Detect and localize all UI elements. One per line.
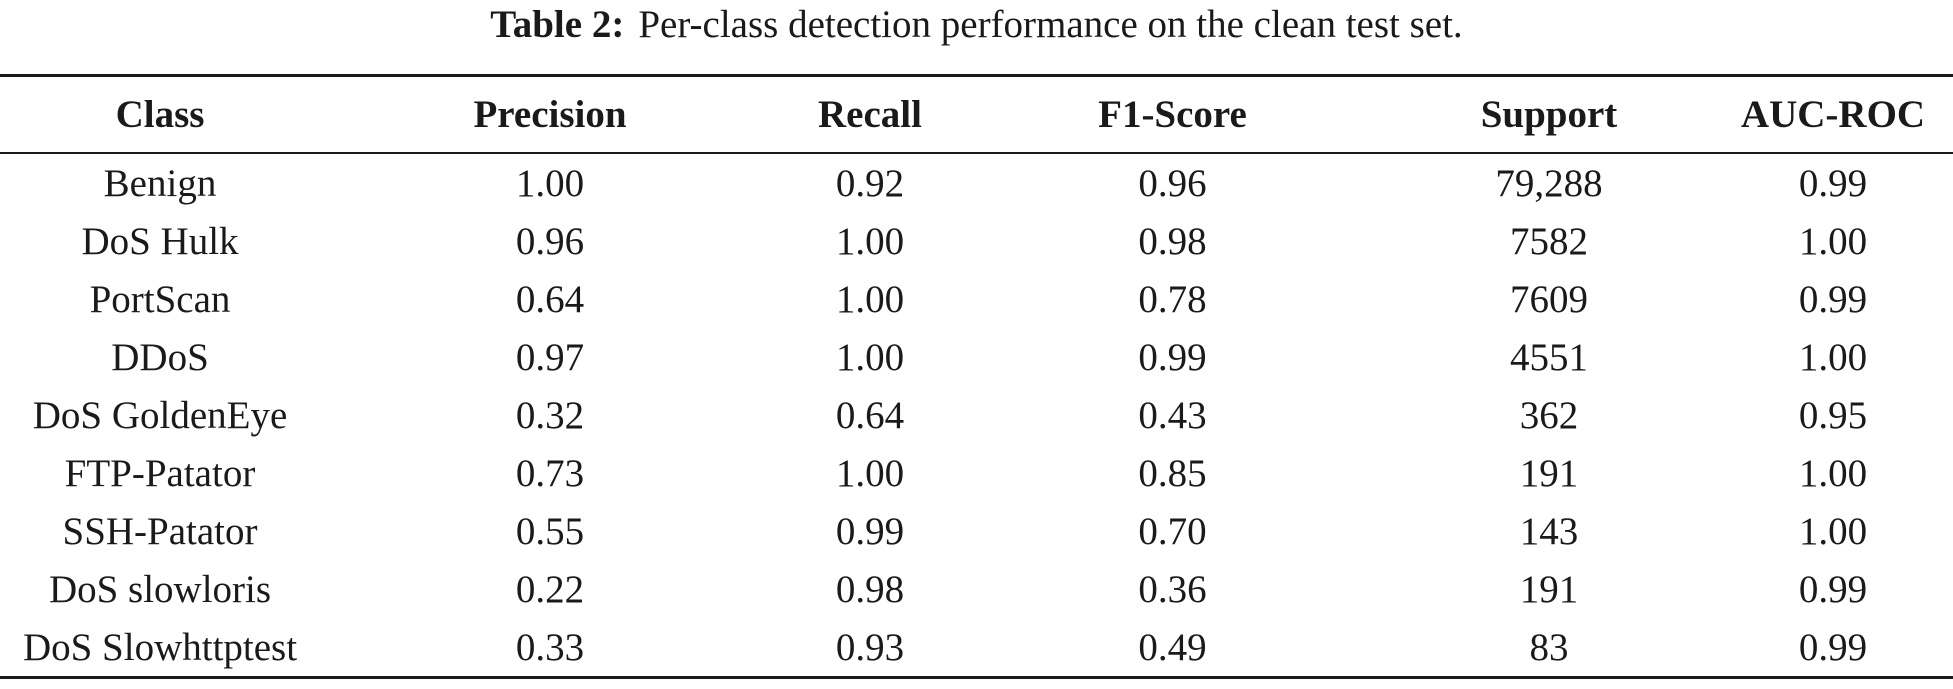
auc-roc-cell: 0.99 xyxy=(1798,625,1868,669)
precision-cell: 0.97 xyxy=(515,335,585,379)
recall-cell: 1.00 xyxy=(835,335,905,379)
support-cell: 4551 xyxy=(1510,335,1588,379)
table-body: Benign 1.00 0.92 0.96 79,288 0.99 DoS Hulk 0.96… xyxy=(0,153,1953,678)
f1-score-cell: 0.49 xyxy=(1138,625,1207,669)
f1-score-cell: 0.70 xyxy=(1138,509,1207,553)
recall-cell: 1.00 xyxy=(835,219,905,263)
recall-cell: 1.00 xyxy=(835,451,905,495)
auc-roc-cell: 1.00 xyxy=(1798,335,1868,379)
recall-cell: 0.98 xyxy=(835,567,905,611)
support-cell: 362 xyxy=(1519,393,1579,437)
table-row: DoS Hulk 0.96 1.00 0.98 7582 1.00 xyxy=(0,212,1953,270)
f1-score-cell: 0.99 xyxy=(1138,335,1207,379)
recall-cell: 1.00 xyxy=(835,277,905,321)
auc-roc-cell: 1.00 xyxy=(1798,219,1868,263)
header-f1-score: F1-Score xyxy=(1098,93,1247,136)
support-cell: 191 xyxy=(1519,451,1579,495)
table-caption: Table 2: Per-class detection performance… xyxy=(0,0,1953,48)
precision-cell: 0.96 xyxy=(515,219,585,263)
header-auc-roc: AUC-ROC xyxy=(1740,93,1926,136)
header-row: Class Precision Recall F1-Score Support … xyxy=(0,75,1953,153)
precision-cell: 0.73 xyxy=(515,451,585,495)
support-cell: 143 xyxy=(1519,509,1579,553)
support-cell: 7582 xyxy=(1510,219,1588,263)
support-cell: 191 xyxy=(1519,567,1579,611)
support-cell: 79,288 xyxy=(1495,161,1603,205)
auc-roc-cell: 1.00 xyxy=(1798,451,1868,495)
f1-score-cell: 0.78 xyxy=(1138,277,1207,321)
table-row: DoS slowloris 0.22 0.98 0.36 191 0.99 xyxy=(0,560,1953,618)
table-row: PortScan 0.64 1.00 0.78 7609 0.99 xyxy=(0,270,1953,328)
recall-cell: 0.92 xyxy=(835,161,905,205)
f1-score-cell: 0.43 xyxy=(1138,393,1207,437)
support-cell: 7609 xyxy=(1510,277,1588,321)
caption-text: Per-class detection performance on the c… xyxy=(638,2,1463,46)
header-support: Support xyxy=(1480,93,1618,136)
precision-cell: 0.55 xyxy=(515,509,585,553)
precision-cell: 0.32 xyxy=(515,393,585,437)
class-cell: DoS Hulk xyxy=(81,219,239,263)
header-class: Class xyxy=(115,93,205,136)
precision-cell: 1.00 xyxy=(515,161,585,205)
precision-cell: 0.33 xyxy=(515,625,585,669)
f1-score-cell: 0.96 xyxy=(1138,161,1207,205)
f1-score-cell: 0.36 xyxy=(1138,567,1207,611)
class-cell: FTP-Patator xyxy=(64,451,256,495)
per-class-performance-table: Class Precision Recall F1-Score Support … xyxy=(0,74,1953,679)
auc-roc-cell: 0.99 xyxy=(1798,567,1868,611)
auc-roc-cell: 0.99 xyxy=(1798,161,1868,205)
recall-cell: 0.93 xyxy=(835,625,905,669)
table-row: SSH-Patator 0.55 0.99 0.70 143 1.00 xyxy=(0,502,1953,560)
table-row: DDoS 0.97 1.00 0.99 4551 1.00 xyxy=(0,328,1953,386)
class-cell: DoS slowloris xyxy=(48,567,272,611)
table-header: Class Precision Recall F1-Score Support … xyxy=(0,75,1953,153)
precision-cell: 0.22 xyxy=(515,567,585,611)
table-row: FTP-Patator 0.73 1.00 0.85 191 1.00 xyxy=(0,444,1953,502)
recall-cell: 0.64 xyxy=(835,393,905,437)
table-row: DoS Slowhttptest 0.33 0.93 0.49 83 0.99 xyxy=(0,618,1953,678)
class-cell: SSH-Patator xyxy=(62,509,258,553)
class-cell: DoS Slowhttptest xyxy=(22,625,298,669)
f1-score-cell: 0.98 xyxy=(1138,219,1207,263)
auc-roc-cell: 1.00 xyxy=(1798,509,1868,553)
table-row: Benign 1.00 0.92 0.96 79,288 0.99 xyxy=(0,153,1953,212)
recall-cell: 0.99 xyxy=(835,509,905,553)
precision-cell: 0.64 xyxy=(515,277,585,321)
class-cell: DDoS xyxy=(111,335,209,379)
class-cell: DoS GoldenEye xyxy=(32,393,288,437)
header-precision: Precision xyxy=(473,93,627,136)
header-recall: Recall xyxy=(818,93,922,136)
caption-label: Table 2: xyxy=(490,2,625,46)
auc-roc-cell: 0.95 xyxy=(1798,393,1868,437)
class-cell: PortScan xyxy=(89,277,231,321)
table-row: DoS GoldenEye 0.32 0.64 0.43 362 0.95 xyxy=(0,386,1953,444)
f1-score-cell: 0.85 xyxy=(1138,451,1207,495)
class-cell: Benign xyxy=(103,161,217,205)
support-cell: 83 xyxy=(1529,625,1569,669)
auc-roc-cell: 0.99 xyxy=(1798,277,1868,321)
